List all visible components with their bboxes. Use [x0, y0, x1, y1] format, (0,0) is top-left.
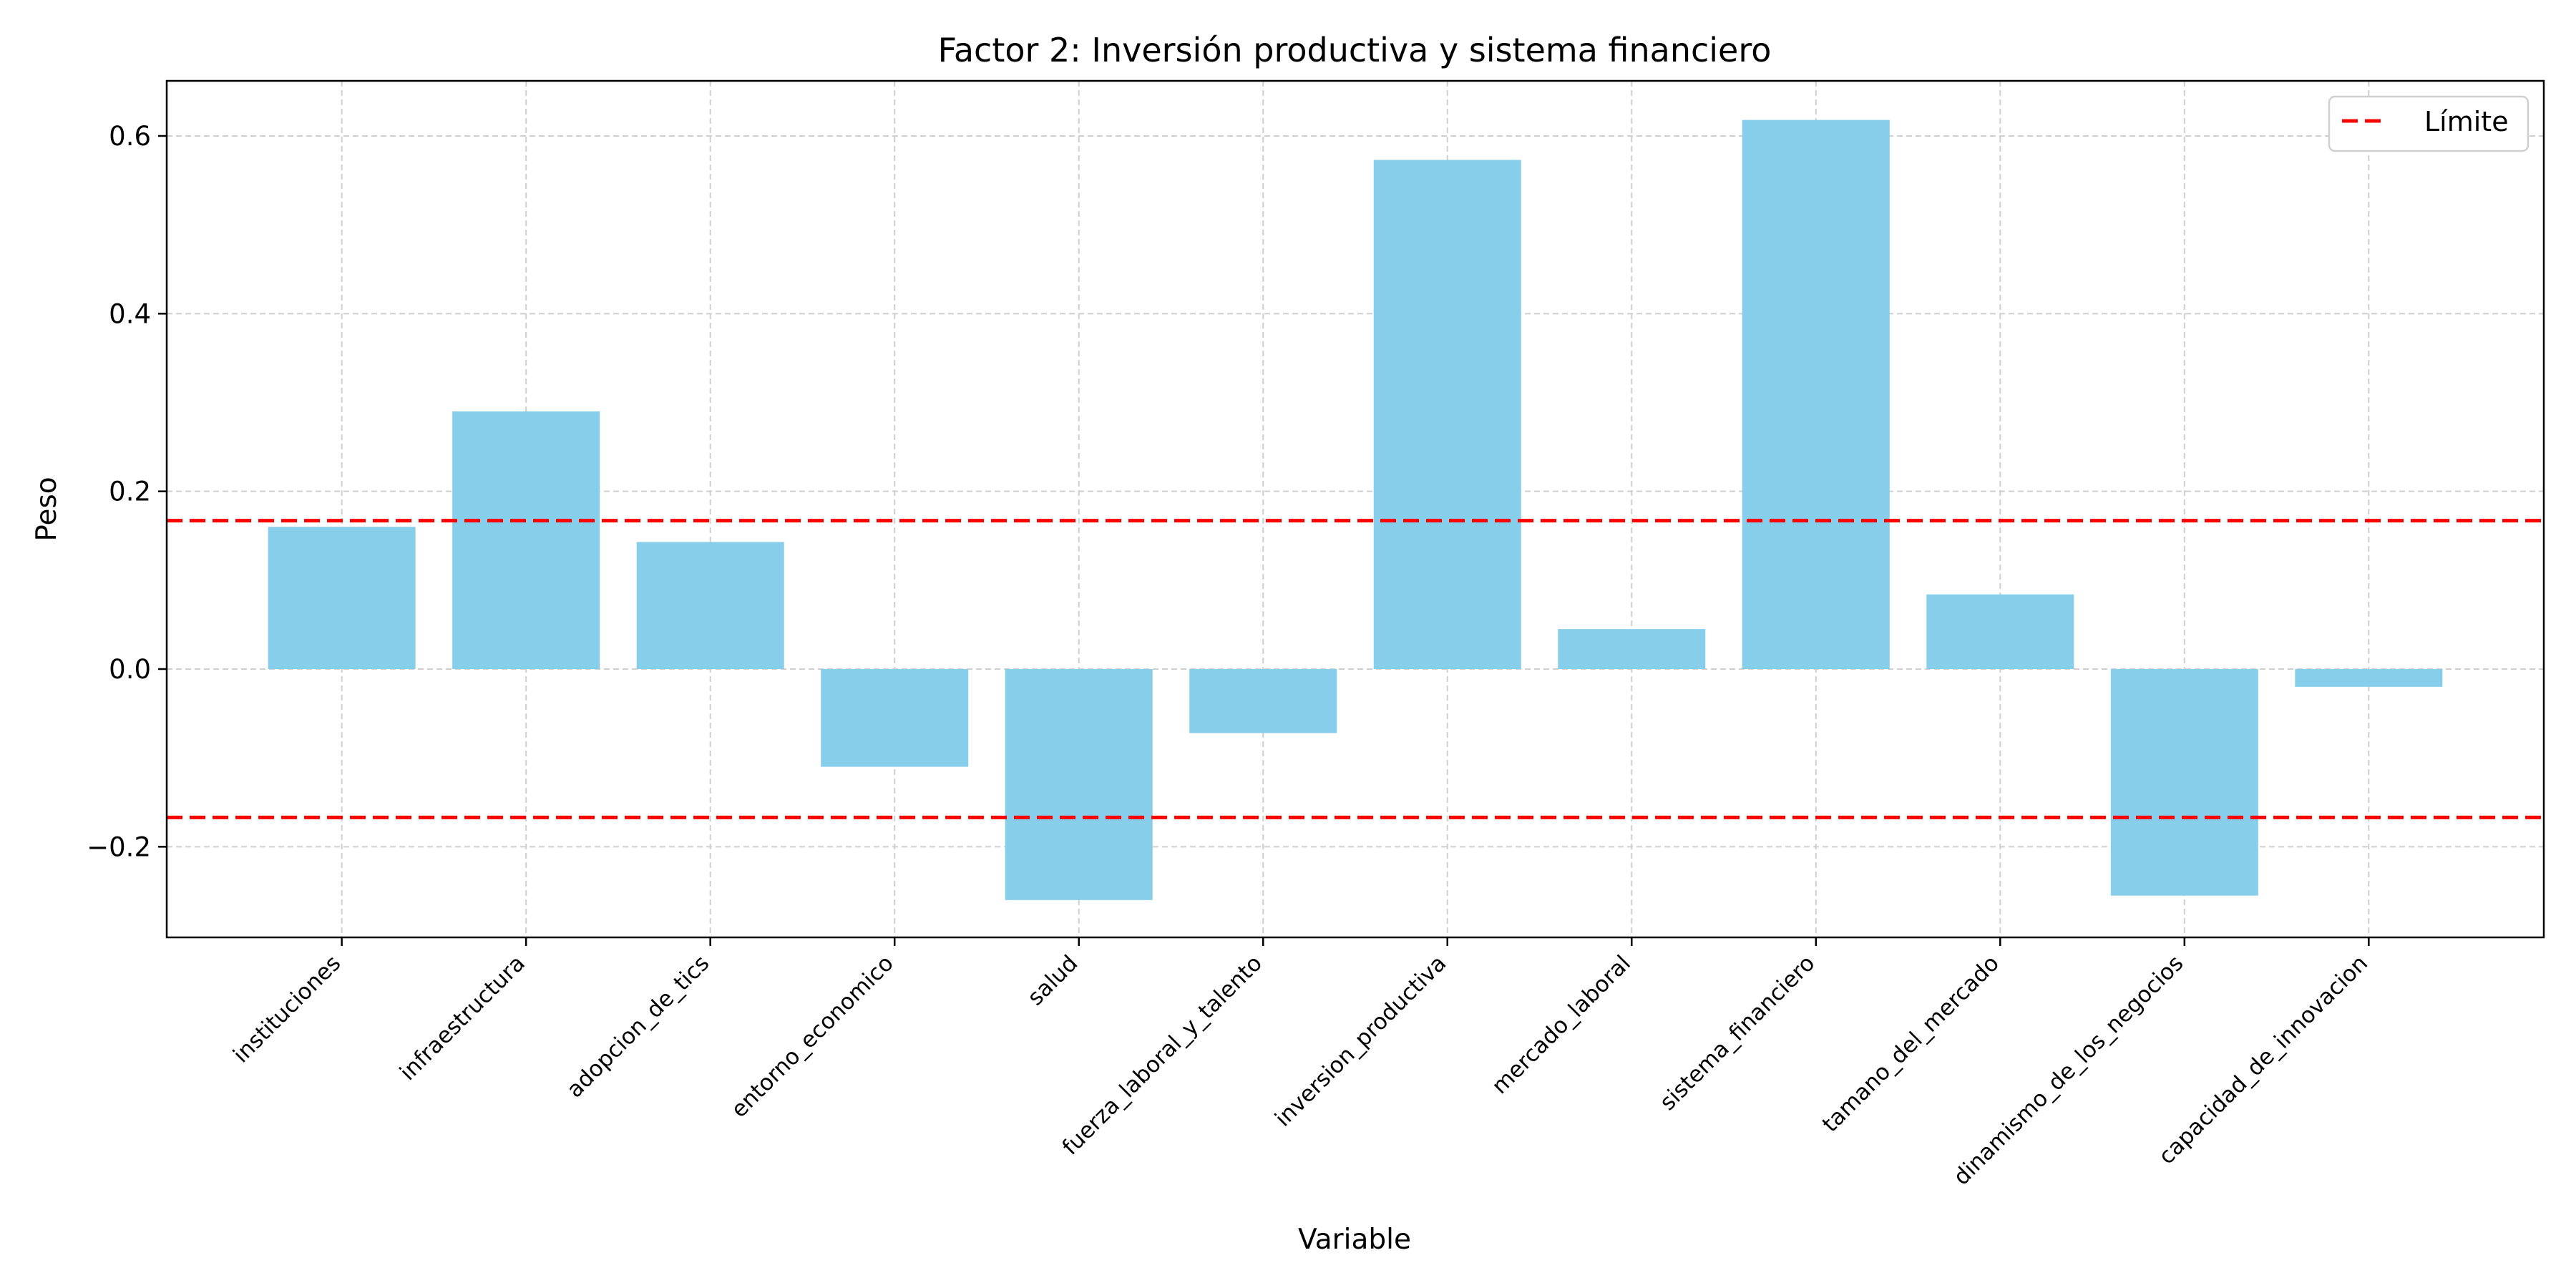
x-tick-label-adopcion_de_tics: adopcion_de_tics: [562, 950, 714, 1103]
bar-adopcion_de_tics: [636, 542, 784, 670]
x-tick-label-mercado_laboral: mercado_laboral: [1487, 950, 1636, 1099]
y-axis: −0.2 0.0 0.2 0.4 0.6: [87, 121, 167, 862]
legend-box: [2328, 95, 2529, 152]
bar-salud: [1005, 669, 1153, 900]
x-tick-label-fuerza_laboral_y_talento: fuerza_laboral_y_talento: [1058, 950, 1267, 1160]
chart-title: Factor 2: Inversión productiva y sistema…: [938, 31, 1772, 69]
bar-entorno_economico: [821, 669, 969, 767]
bar-mercado_laboral: [1558, 629, 1706, 670]
threshold-lines: [167, 519, 2544, 819]
x-tick-label-sistema_financiero: sistema_financiero: [1655, 950, 1820, 1116]
bar-inversion_productiva: [1373, 160, 1521, 670]
bar-infraestructura: [452, 411, 600, 670]
y-tick-label-3: 0.4: [109, 298, 151, 329]
x-axis: instituciones infraestructura adopcion_de_…: [228, 937, 2373, 1191]
bar-capacidad_de_innovacion: [2295, 669, 2443, 687]
x-tick-label-entorno_economico: entorno_economico: [726, 950, 899, 1123]
bars: [268, 119, 2443, 900]
legend: Límite: [2328, 95, 2529, 152]
y-axis-label: Peso: [31, 477, 63, 541]
bar-instituciones: [268, 527, 416, 670]
x-axis-label: Variable: [1298, 1224, 1411, 1256]
bar-tamano_del_mercado: [1926, 594, 2074, 670]
y-tick-label-4: 0.6: [109, 121, 151, 152]
x-tick-label-capacidad_de_innovacion: capacidad_de_innovacion: [2154, 950, 2373, 1169]
bar-dinamismo_de_los_negocios: [2110, 669, 2258, 896]
x-tick-label-tamano_del_mercado: tamano_del_mercado: [1818, 950, 2004, 1137]
legend-label-limite: Límite: [2424, 106, 2509, 137]
x-tick-label-instituciones: instituciones: [228, 950, 346, 1068]
y-tick-label-1: 0.0: [109, 654, 151, 685]
plot-frame: [165, 79, 2545, 939]
x-tick-label-salud: salud: [1023, 950, 1083, 1010]
y-tick-label-0: −0.2: [87, 831, 151, 862]
bar-sistema_financiero: [1742, 119, 1890, 670]
y-tick-label-2: 0.2: [109, 477, 151, 507]
x-tick-label-inversion_productiva: inversion_productiva: [1270, 950, 1451, 1131]
bar-fuerza_laboral_y_talento: [1189, 669, 1337, 733]
x-tick-label-infraestructura: infraestructura: [395, 950, 530, 1085]
